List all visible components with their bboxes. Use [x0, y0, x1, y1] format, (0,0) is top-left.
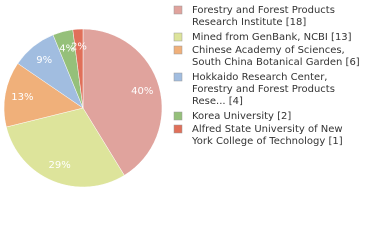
pie-slice [72, 28, 84, 109]
pie-slice [6, 107, 125, 188]
legend-label: Hokkaido Research Center, [192, 72, 327, 83]
legend-swatch [173, 124, 183, 134]
slice-label: 4% [59, 43, 75, 54]
pie-slice [82, 28, 163, 176]
legend-label: Forestry and Forest Products [192, 5, 335, 16]
legend-label: Rese... [4] [192, 96, 243, 107]
pie-slice [3, 63, 84, 128]
legend-label: South China Botanical Garden [6] [192, 57, 360, 68]
slice-label: 29% [49, 160, 71, 171]
legend-swatch [173, 111, 183, 121]
legend-swatch [173, 5, 183, 15]
slice-label: 13% [11, 92, 33, 103]
slice-label: 40% [131, 86, 153, 97]
legend-label: Korea University [2] [192, 111, 291, 122]
legend-label: Forestry and Forest Products [192, 84, 335, 95]
legend-swatch [173, 45, 183, 55]
legend-label: Research Institute [18] [192, 17, 306, 28]
legend-swatch [173, 72, 183, 82]
legend-swatch [173, 32, 183, 42]
slice-label: 9% [36, 55, 52, 66]
legend-label: Alfred State University of New [192, 124, 343, 135]
legend-label: Mined from GenBank, NCBI [13] [192, 32, 352, 43]
legend-label: Chinese Academy of Sciences, [192, 45, 345, 56]
slice-label: 2% [71, 42, 87, 53]
legend-label: York College of Technology [1] [191, 136, 343, 147]
